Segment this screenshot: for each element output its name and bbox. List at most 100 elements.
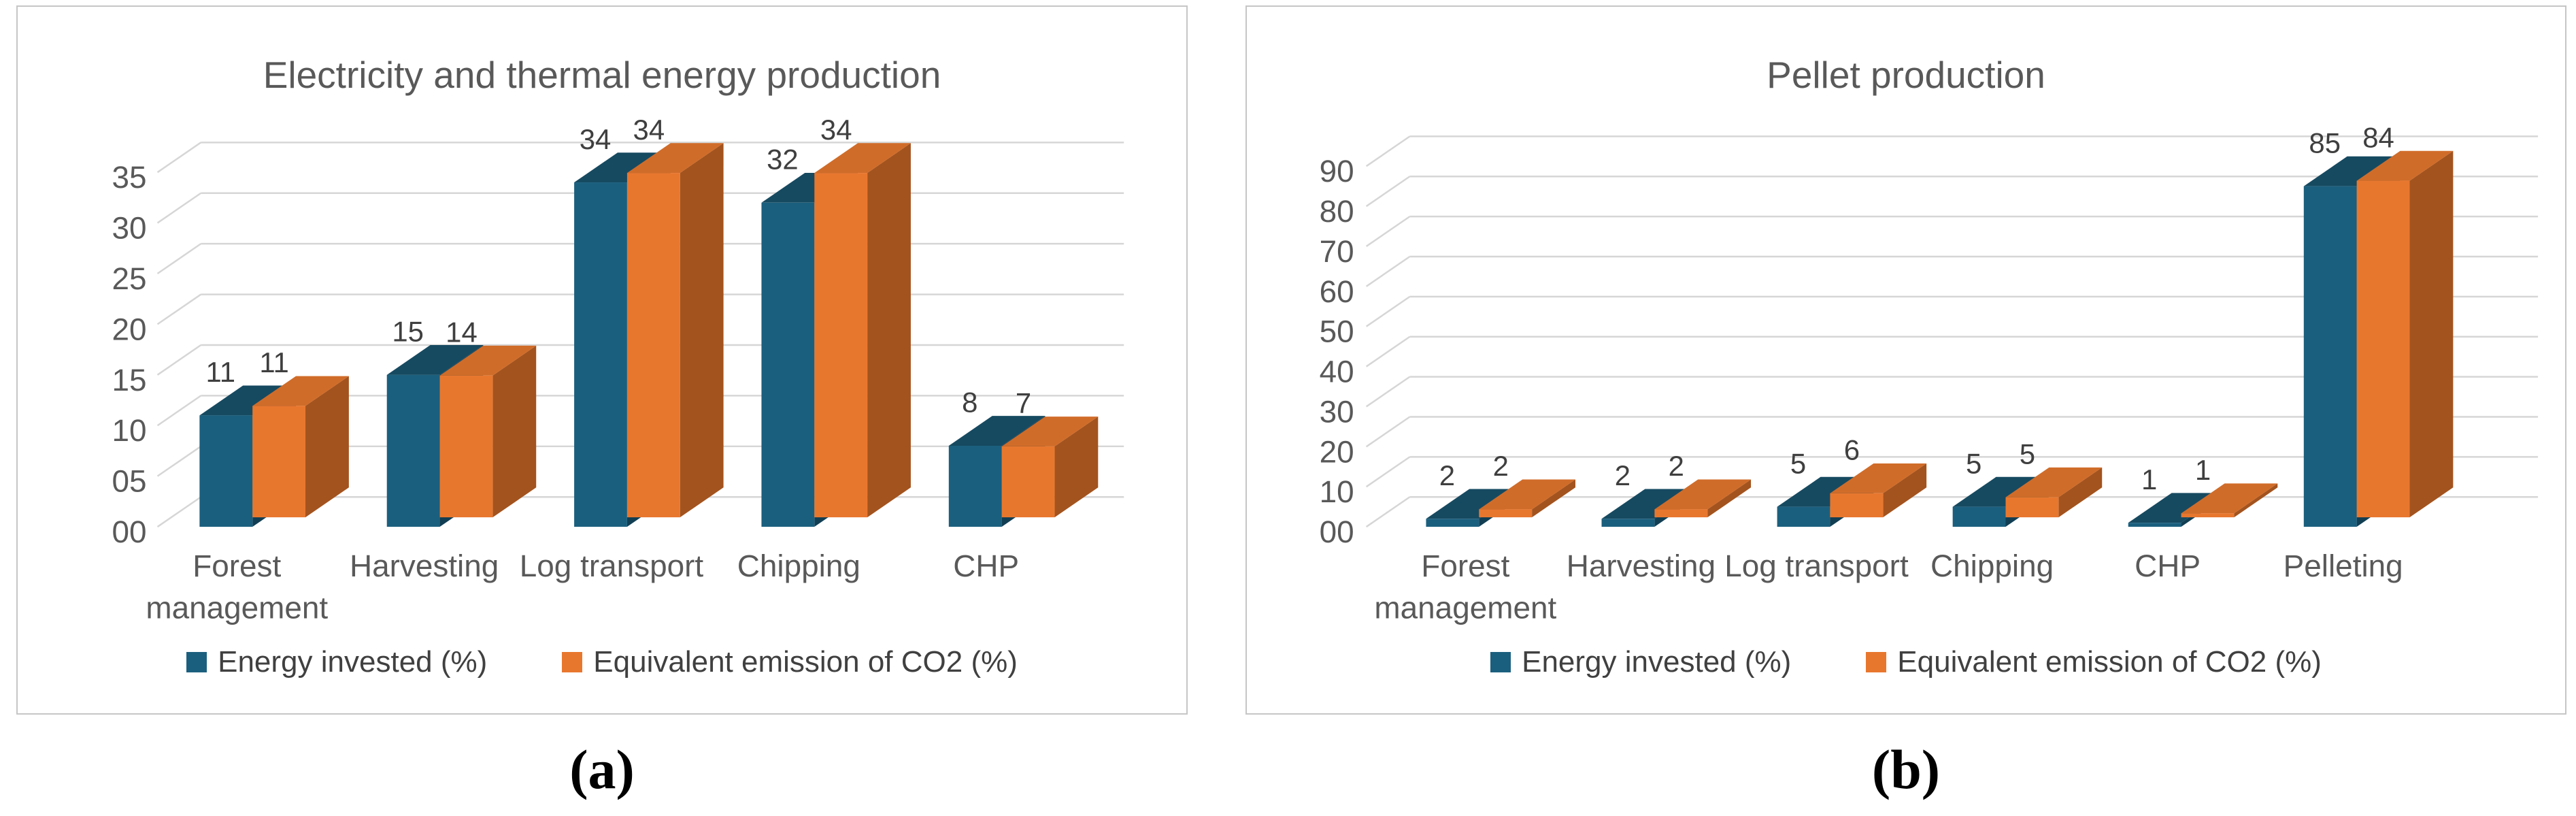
gridline-diagonal: [156, 344, 202, 376]
legend-item-energy-invested: Energy invested (%): [1490, 645, 1791, 679]
data-label-orange: 6: [1844, 434, 1860, 466]
y-tick-label: 00: [112, 514, 147, 549]
legend: Energy invested (%) Equivalent emission …: [1247, 645, 2565, 679]
bar-front-blue: [574, 182, 627, 527]
y-tick-label: 35: [112, 159, 147, 195]
bar-front-orange: [2005, 497, 2059, 518]
y-tick-label: 90: [1320, 153, 1354, 189]
data-label-orange: 1: [2195, 454, 2211, 486]
gridline-diagonal: [156, 142, 202, 174]
legend-swatch-orange-icon: [562, 652, 583, 672]
bar-side-orange: [680, 143, 724, 518]
legend-swatch-orange-icon: [1866, 652, 1887, 672]
category-label: Harvesting: [1567, 548, 1716, 583]
gridline-diagonal: [1365, 135, 1411, 167]
gridline-diagonal: [1365, 456, 1411, 488]
legend: Energy invested (%) Equivalent emission …: [18, 645, 1186, 679]
bar-top-orange: [1654, 479, 1752, 510]
data-label-blue: 32: [767, 144, 799, 176]
y-tick-label: 80: [1320, 193, 1354, 229]
bar-top-orange: [252, 376, 349, 406]
chart-panel-pellet: 00 10 20 30 40 50 60 70 80 90 2 2 Forest management 2 2…: [1245, 5, 2566, 715]
data-label-orange: 34: [633, 114, 665, 146]
data-label-orange: 84: [2362, 121, 2394, 153]
gridline-diagonal: [156, 395, 202, 427]
data-label-orange: 5: [2020, 438, 2035, 470]
y-tick-label: 10: [112, 412, 147, 448]
chart-title: Pellet production: [1767, 54, 2045, 96]
y-tick-label: 20: [1320, 434, 1354, 469]
bar-front-blue: [199, 415, 253, 527]
gridline-diagonal: [156, 445, 202, 477]
category-label: Forest management: [146, 548, 328, 625]
bar-chart-electricity: 00 05 10 15 20 25 30 35 11 11 Forest management 15 14…: [112, 114, 1124, 625]
bar-side-orange: [2409, 150, 2454, 518]
data-label-blue: 11: [206, 356, 235, 388]
bar-side-orange: [1883, 463, 1927, 518]
y-tick-label: 40: [1320, 354, 1354, 389]
bar-front-blue: [2128, 523, 2181, 527]
data-label-orange: 34: [820, 114, 852, 146]
gridline-diagonal: [1365, 496, 1411, 528]
bar-top-orange: [2005, 467, 2103, 497]
legend-item-co2-emission: Equivalent emission of CO2 (%): [562, 645, 1018, 679]
gridline-diagonal: [1365, 176, 1411, 208]
data-label-blue: 2: [1615, 459, 1630, 491]
bar-front-blue: [1777, 506, 1830, 527]
category-label: Pelleting: [2284, 548, 2403, 583]
bar-side-orange: [1707, 479, 1752, 518]
gridline-diagonal: [1365, 255, 1411, 287]
bar-front-orange: [2181, 513, 2235, 518]
data-label-orange: 2: [1669, 450, 1684, 482]
legend-item-energy-invested: Energy invested (%): [186, 645, 487, 679]
bar-top-orange: [1830, 463, 1927, 493]
gridline-diagonal: [156, 243, 202, 275]
gridline-diagonal: [1365, 416, 1411, 448]
chart-title: Electricity and thermal energy productio…: [263, 54, 941, 96]
bar-front-orange: [2356, 180, 2410, 518]
legend-item-co2-emission: Equivalent emission of CO2 (%): [1866, 645, 2322, 679]
chart-panel-electricity: 00 05 10 15 20 25 30 35 11 11 Forest management 15 14…: [16, 5, 1188, 715]
legend-label: Equivalent emission of CO2 (%): [593, 645, 1018, 679]
data-label-blue: 2: [1439, 459, 1455, 491]
data-label-orange: 14: [446, 316, 478, 348]
gridline-diagonal: [1365, 336, 1411, 368]
y-tick-label: 00: [1320, 514, 1354, 549]
bar-top-blue: [386, 344, 484, 375]
y-tick-label: 60: [1320, 274, 1354, 309]
gridline-diagonal: [156, 496, 202, 528]
y-tick-label: 05: [112, 463, 147, 499]
y-tick-label: 15: [112, 362, 147, 397]
data-label-orange: 2: [1493, 450, 1509, 482]
bar-side-orange: [2058, 467, 2103, 518]
legend-label: Energy invested (%): [218, 645, 488, 679]
bar-front-orange: [1479, 509, 1533, 518]
bar-top-orange: [626, 143, 724, 174]
category-label: Log transport: [1724, 548, 1909, 583]
data-label-blue: 34: [580, 123, 612, 155]
bar-front-blue: [2303, 186, 2357, 527]
y-tick-label: 50: [1320, 314, 1354, 349]
data-label-blue: 5: [1966, 447, 1981, 479]
bar-top-blue: [2303, 156, 2401, 186]
bar-top-orange: [2181, 483, 2278, 514]
bar-front-orange: [1654, 509, 1708, 518]
gridline-diagonal: [1365, 295, 1411, 327]
data-label-blue: 5: [1790, 447, 1806, 479]
bar-top-orange: [2356, 150, 2454, 181]
category-label: Chipping: [737, 548, 860, 583]
bar-front-blue: [1952, 506, 2006, 527]
category-label: Log transport: [520, 548, 704, 583]
y-tick-label: 30: [1320, 393, 1354, 429]
data-label-blue: 1: [2141, 463, 2157, 495]
y-tick-label: 70: [1320, 233, 1354, 269]
legend-label: Equivalent emission of CO2 (%): [1897, 645, 2322, 679]
gridline-diagonal: [1365, 216, 1411, 247]
bar-front-blue: [948, 445, 1002, 527]
gridline-diagonal: [1365, 376, 1411, 408]
category-label: CHP: [953, 548, 1019, 583]
bar-side-orange: [492, 345, 537, 518]
data-label-blue: 85: [2309, 127, 2341, 159]
category-label: Forest management: [1374, 548, 1556, 625]
bar-top-orange: [1479, 479, 1576, 510]
